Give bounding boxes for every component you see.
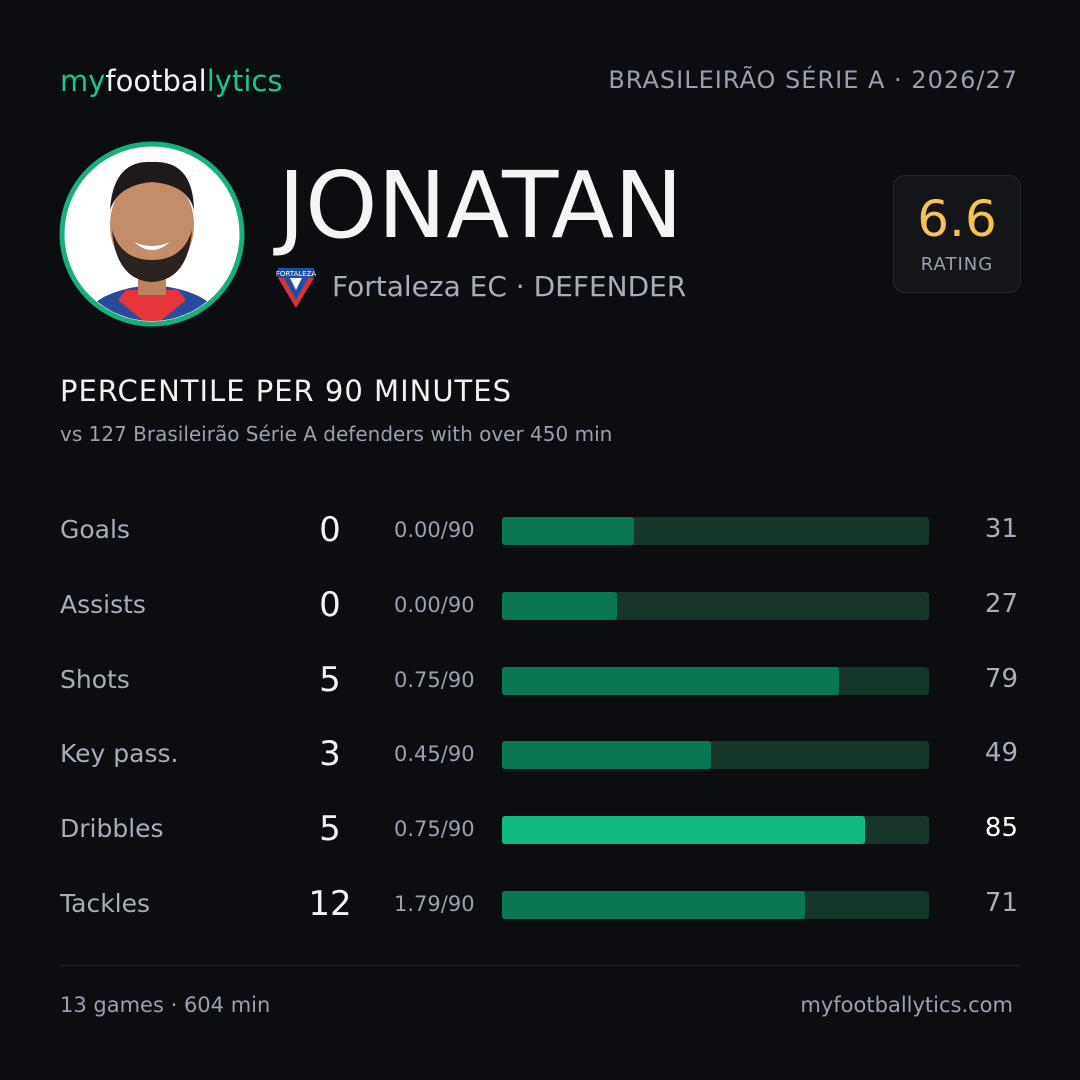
player-name: JONATAN <box>278 152 683 259</box>
stat-label: Goals <box>60 515 130 544</box>
bar-track <box>502 591 929 620</box>
brand-part: lytics <box>206 64 283 98</box>
league: BRASILEIRÃO SÉRIE A · 2026/27 <box>608 66 1018 94</box>
stat-total: 0 <box>319 584 341 625</box>
stat-label: Dribbles <box>60 814 164 844</box>
bar <box>502 517 635 545</box>
stat-total: 12 <box>308 884 352 924</box>
brand-part: footbal <box>105 64 207 98</box>
player-photo <box>59 141 245 327</box>
footer-left: 13 games · 604 min <box>60 993 271 1017</box>
stat-percentile: 85 <box>984 813 1018 844</box>
bar <box>502 816 865 845</box>
stat-percentile: 49 <box>984 738 1018 769</box>
bar-track <box>502 891 929 919</box>
bar-track <box>502 816 929 845</box>
stat-total: 5 <box>319 659 341 700</box>
stat-label: Assists <box>60 589 146 619</box>
stat-percentile: 79 <box>984 663 1018 694</box>
bar <box>502 666 840 695</box>
bar <box>502 891 806 919</box>
stat-per90: 0.45/90 <box>394 742 475 767</box>
divider <box>60 965 1020 966</box>
rating: 6.6 <box>917 190 997 248</box>
bar-track <box>502 666 929 695</box>
stat-total: 3 <box>319 734 341 775</box>
stat-label: Key pass. <box>60 739 179 769</box>
section-title: PERCENTILE PER 90 MINUTES <box>60 374 512 408</box>
stat-total: 5 <box>319 809 341 850</box>
club-badge-text: FORTALEZA <box>276 270 316 278</box>
section-subtitle: vs 127 Brasileirão Série A defenders wit… <box>60 422 613 446</box>
stat-per90: 0.00/90 <box>394 592 475 617</box>
stat-label: Shots <box>60 664 130 694</box>
club: Fortaleza EC · DEFENDER <box>332 270 687 303</box>
stat-percentile: 71 <box>984 888 1018 918</box>
brand-part: my <box>60 64 106 98</box>
brand: myfootballytics <box>60 64 282 98</box>
stat-percentile: 27 <box>984 588 1018 619</box>
stat-per90: 0.75/90 <box>394 817 475 842</box>
club-badge: FORTALEZA <box>276 268 316 308</box>
bar <box>502 741 712 770</box>
stat-percentile: 31 <box>984 514 1018 544</box>
rating-label: RATING <box>920 254 994 275</box>
stat-per90: 0.00/90 <box>394 518 475 542</box>
stat-per90: 1.79/90 <box>394 892 475 916</box>
stat-total: 0 <box>319 510 341 550</box>
stat-label: Tackles <box>60 889 151 918</box>
rating-box: 6.6 RATING <box>893 175 1021 293</box>
stat-per90: 0.75/90 <box>394 667 475 692</box>
bar <box>502 591 618 620</box>
bar-track <box>502 517 929 545</box>
bar-track <box>502 741 929 770</box>
footer-right: myfootballytics.com <box>800 993 1013 1017</box>
